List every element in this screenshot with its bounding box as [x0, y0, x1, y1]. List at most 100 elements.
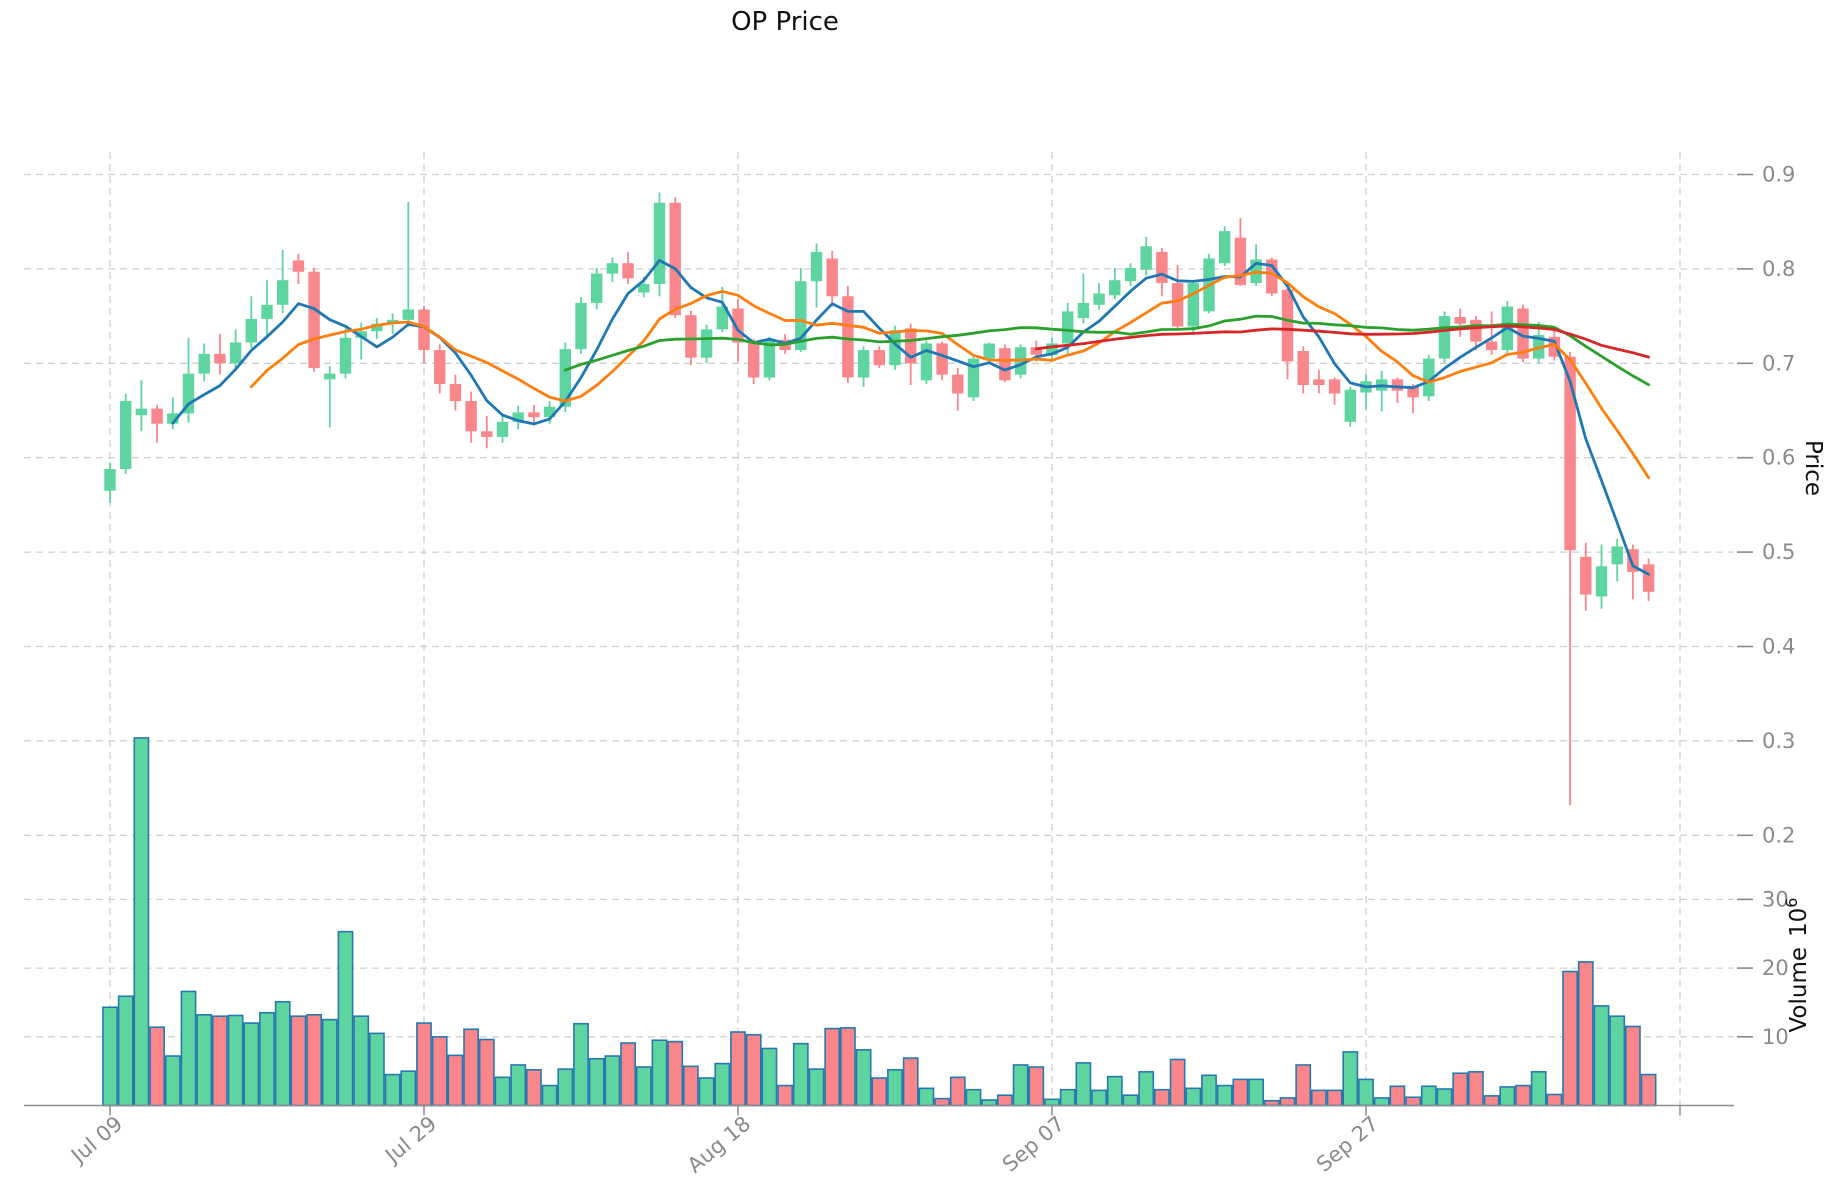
price-tick-label: 0.5 — [1762, 540, 1795, 564]
candle-body — [1423, 358, 1435, 397]
volume-bar — [1358, 1078, 1374, 1107]
candle-body — [1407, 385, 1419, 398]
volume-bar — [1122, 1094, 1139, 1107]
candle-body — [669, 202, 681, 316]
candle-body — [167, 413, 179, 424]
volume-bar — [965, 1088, 982, 1107]
volume-bar — [117, 995, 134, 1107]
volume-bar — [525, 1068, 542, 1107]
volume-bar — [1185, 1087, 1202, 1107]
candle-body — [638, 284, 650, 293]
candlestick-series — [104, 192, 1655, 806]
candle-body — [182, 373, 195, 414]
volume-bar — [808, 1068, 825, 1107]
candle-body — [889, 330, 901, 366]
candle-body — [1595, 566, 1608, 597]
candle-body — [920, 343, 933, 381]
candle-body — [229, 342, 242, 364]
candle-body — [591, 273, 603, 303]
candle-body — [135, 408, 148, 416]
candle-body — [826, 258, 838, 297]
volume-bar — [1248, 1078, 1264, 1107]
volume-bar — [541, 1084, 558, 1107]
volume-bar — [1515, 1084, 1531, 1107]
chart-title: OP Price — [731, 7, 839, 37]
candle-body — [1281, 289, 1294, 362]
volume-bar — [1452, 1072, 1469, 1107]
candle-body — [198, 353, 210, 374]
volume-tick-label: 10 — [1762, 1025, 1789, 1049]
volume-bar — [384, 1073, 401, 1107]
sma10-line — [249, 270, 1650, 480]
volume-bar — [1169, 1058, 1186, 1107]
candle-body — [1124, 267, 1137, 282]
candle-body — [842, 296, 854, 378]
volume-bar — [133, 737, 150, 1107]
volume-bar — [1232, 1078, 1249, 1107]
x-tick-label: Jul 29 — [379, 1111, 441, 1168]
volume-bar — [1483, 1095, 1500, 1107]
candle-body — [1564, 356, 1576, 551]
volume-bar — [1640, 1073, 1657, 1107]
price-tick-label: 0.2 — [1762, 823, 1795, 847]
candle-body — [1187, 283, 1199, 327]
sma30-line — [563, 314, 1650, 387]
candle-body — [999, 348, 1011, 381]
candle-body — [1517, 308, 1529, 359]
volume-bar — [855, 1049, 872, 1107]
volume-bar — [494, 1076, 511, 1107]
volume-bar — [1546, 1093, 1563, 1107]
candle-body — [795, 281, 807, 351]
candle-body — [543, 406, 556, 418]
candle-body — [873, 350, 885, 366]
candle-body — [261, 304, 273, 319]
volume-bar — [353, 1015, 370, 1107]
volume-axis-label-word: Volume — [1786, 947, 1812, 1033]
candle-body — [606, 263, 619, 274]
candle-body — [355, 331, 367, 338]
candle-body — [512, 412, 524, 422]
candle-body — [465, 401, 477, 432]
volume-bar — [1609, 1015, 1626, 1107]
price-tick-label: 0.4 — [1762, 635, 1795, 659]
candle-body — [418, 309, 430, 351]
volume-bar — [573, 1022, 589, 1107]
volume-bar — [698, 1077, 715, 1107]
candle-body — [1171, 283, 1184, 327]
candle-body — [1611, 546, 1623, 565]
candle-body — [559, 349, 571, 407]
volume-bar — [149, 1026, 165, 1107]
candle-body — [1297, 351, 1309, 386]
volume-bar — [1154, 1088, 1170, 1107]
candle-body — [1470, 319, 1482, 342]
volume-bar — [761, 1047, 778, 1107]
candle-body — [1580, 556, 1592, 595]
volume-bar — [981, 1099, 998, 1107]
volume-bar — [588, 1057, 605, 1107]
candle-body — [1344, 389, 1356, 422]
candle-body — [732, 308, 744, 343]
volume-bar — [259, 1011, 275, 1107]
volume-bar — [887, 1068, 903, 1107]
candle-body — [1046, 343, 1058, 355]
volume-bar — [934, 1097, 950, 1107]
volume-bar — [996, 1094, 1013, 1107]
volume-bar — [1201, 1074, 1217, 1107]
volume-bar — [431, 1036, 448, 1107]
volume-bar — [682, 1065, 699, 1107]
volume-bar — [337, 930, 354, 1107]
volume-axis-label: Volume 106 — [1782, 897, 1812, 1032]
volume-axis-exponent: 6 — [1782, 897, 1801, 907]
candle-body — [967, 358, 980, 398]
candle-body — [1219, 231, 1231, 264]
volume-bar — [1326, 1089, 1343, 1107]
volume-bar — [1342, 1051, 1359, 1107]
volume-bar — [274, 1000, 291, 1107]
volume-bar — [651, 1039, 668, 1107]
candle-body — [402, 309, 414, 320]
price-tick-label: 0.9 — [1762, 163, 1795, 187]
candle-body — [1391, 379, 1404, 391]
candle-body — [653, 202, 666, 285]
candle-body — [496, 421, 509, 437]
